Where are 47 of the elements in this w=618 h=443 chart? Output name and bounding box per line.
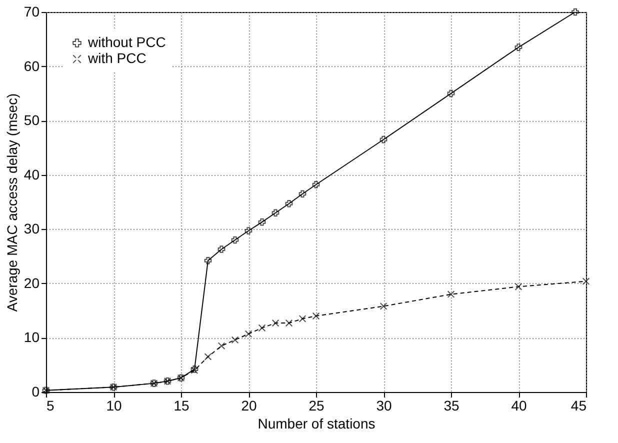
y-tick-label: 30 xyxy=(24,220,40,237)
y-axis-title: Average MAC access delay (msec) xyxy=(4,93,20,312)
x-tick-label: 20 xyxy=(241,398,257,414)
y-tick-label: 40 xyxy=(24,166,40,182)
point xyxy=(285,319,293,327)
x-tick-label: 5 xyxy=(46,398,54,414)
x-tick-label: 45 xyxy=(570,398,587,414)
point xyxy=(204,256,212,264)
point xyxy=(380,302,388,310)
point xyxy=(258,324,266,332)
x-tick-label: 25 xyxy=(308,398,324,414)
point xyxy=(218,246,226,253)
x-tick-label: 30 xyxy=(376,398,392,414)
point xyxy=(380,136,388,144)
x-tick-label: 10 xyxy=(106,398,122,414)
point xyxy=(298,315,306,322)
point xyxy=(447,290,455,298)
x-tick-label: 15 xyxy=(174,398,190,414)
point xyxy=(447,90,455,98)
point xyxy=(204,353,212,360)
legend-label: without PCC xyxy=(87,34,166,50)
point xyxy=(312,180,320,188)
x-tick-label: 40 xyxy=(511,398,527,414)
y-tick-label: 0 xyxy=(32,384,40,400)
x-axis-title: Number of stations xyxy=(258,416,376,432)
point xyxy=(272,209,280,217)
point xyxy=(312,312,320,320)
point xyxy=(285,200,293,208)
point xyxy=(244,227,252,234)
legend-label: with PCC xyxy=(87,50,146,66)
point xyxy=(231,236,239,244)
point xyxy=(244,330,252,338)
y-tick-label: 20 xyxy=(24,274,40,291)
point xyxy=(231,336,239,344)
y-tick-label: 60 xyxy=(24,58,40,74)
y-tick-label: 50 xyxy=(24,112,40,128)
point xyxy=(572,8,579,16)
point xyxy=(298,190,306,198)
point xyxy=(582,278,590,285)
point xyxy=(514,44,522,51)
point xyxy=(514,283,522,290)
point xyxy=(258,218,266,226)
point xyxy=(218,342,226,350)
y-tick-label: 70 xyxy=(24,4,40,20)
x-tick-label: 35 xyxy=(444,398,460,414)
y-tick-label: 10 xyxy=(24,329,40,346)
point xyxy=(272,319,280,327)
